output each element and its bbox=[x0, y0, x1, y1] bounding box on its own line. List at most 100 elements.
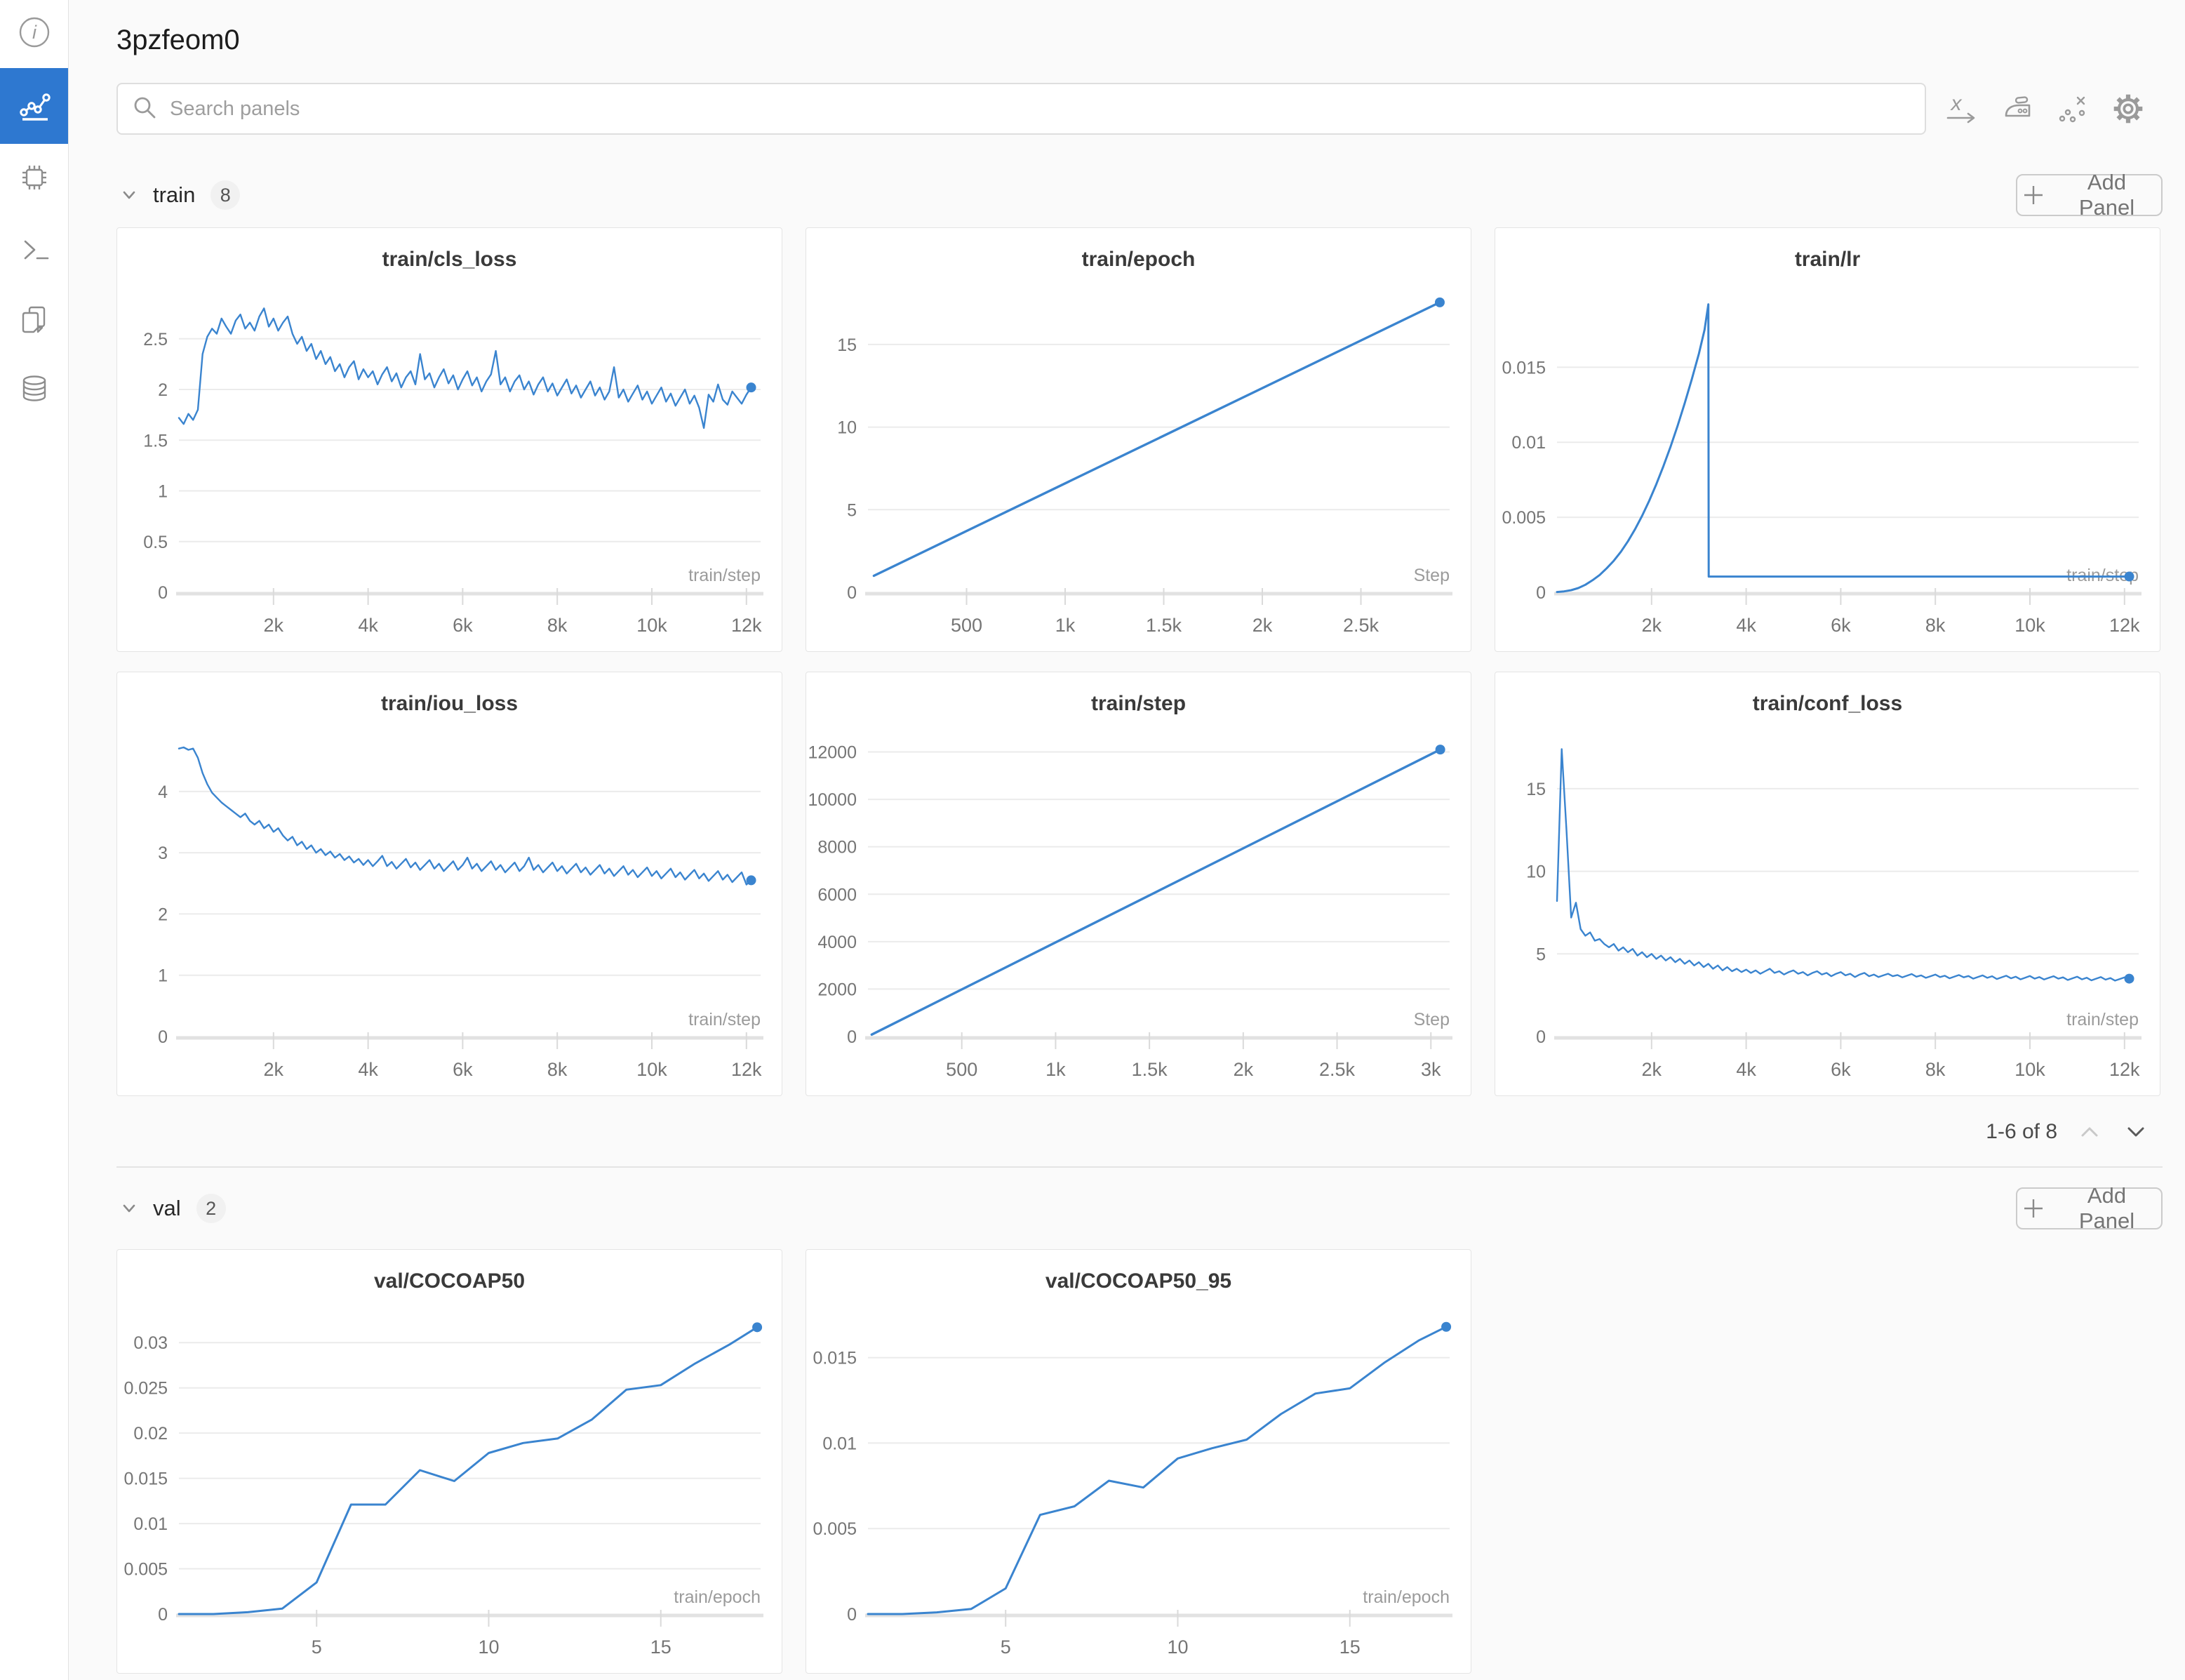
sidebar-item-logs[interactable] bbox=[0, 214, 68, 284]
outliers-icon[interactable] bbox=[2055, 91, 2090, 126]
section-train: train 8 Add Panel train/cls_loss 0 0.5 1 1.5… bbox=[116, 170, 2163, 1149]
svg-text:10k: 10k bbox=[636, 615, 667, 636]
chart-panel-train-conf-loss[interactable]: train/conf_loss 0 5 10 15 2k 4k 6k 8k 10k 12k train… bbox=[1495, 672, 2160, 1096]
chart-panel-val-cocoap50-95[interactable]: val/COCOAP50_95 0 0.005 0.01 0.015 5 10 15 train… bbox=[806, 1249, 1471, 1674]
section-train-label: train bbox=[153, 182, 196, 207]
add-panel-button[interactable]: Add Panel bbox=[2016, 1183, 2163, 1233]
svg-text:Step: Step bbox=[1414, 1010, 1450, 1029]
run-title: 3pzfeom0 bbox=[116, 25, 240, 55]
svg-text:15: 15 bbox=[837, 335, 857, 355]
line-chart: 0 0.5 1 1.5 2 2.5 2k 4k 6k 8k 10k 12k train/step bbox=[143, 307, 763, 636]
svg-text:10: 10 bbox=[478, 1636, 499, 1658]
svg-text:train/step: train/step bbox=[2066, 1010, 2139, 1029]
panel-title: val/COCOAP50 bbox=[373, 1269, 526, 1293]
plus-icon bbox=[2024, 1199, 2043, 1218]
panel-title: train/step bbox=[1090, 692, 1187, 715]
line-chart-icon bbox=[16, 86, 53, 126]
add-panel-button[interactable]: Add Panel bbox=[2016, 170, 2163, 220]
svg-text:1.5k: 1.5k bbox=[1146, 615, 1182, 636]
svg-text:train/epoch: train/epoch bbox=[1363, 1587, 1450, 1607]
svg-text:2k: 2k bbox=[1642, 615, 1662, 636]
pagination-text: 1-6 of 8 bbox=[1986, 1120, 2057, 1143]
add-panel-label: Add Panel bbox=[2078, 1183, 2135, 1233]
svg-text:6k: 6k bbox=[453, 615, 473, 636]
chevron-down-icon[interactable] bbox=[116, 1196, 142, 1221]
files-icon bbox=[18, 301, 51, 338]
terminal-icon bbox=[18, 231, 51, 268]
smoothing-icon[interactable] bbox=[2000, 91, 2035, 126]
line-chart: 0 2000 4000 6000 8000 10000 12000 500 1k 1.5k 2k 2.… bbox=[808, 743, 1452, 1080]
svg-text:0.015: 0.015 bbox=[123, 1469, 168, 1489]
chevron-down-icon[interactable] bbox=[116, 182, 142, 208]
svg-text:0: 0 bbox=[847, 1605, 857, 1625]
sidebar: i bbox=[0, 0, 69, 1680]
svg-text:8000: 8000 bbox=[817, 838, 857, 858]
chart-panel-train-lr[interactable]: train/lr 0 0.005 0.01 0.015 2k 4k 6k 8k 10k 12k tra… bbox=[1495, 227, 2160, 652]
svg-text:4000: 4000 bbox=[817, 933, 857, 952]
sidebar-item-system[interactable] bbox=[0, 144, 68, 214]
svg-text:0.015: 0.015 bbox=[1502, 358, 1546, 378]
svg-text:10000: 10000 bbox=[808, 790, 857, 810]
search-panels-input[interactable] bbox=[168, 96, 1912, 121]
svg-text:2: 2 bbox=[158, 905, 168, 924]
section-val-label: val bbox=[153, 1196, 181, 1220]
section-train-header: train 8 Add Panel bbox=[116, 170, 2163, 220]
svg-text:8k: 8k bbox=[1925, 1059, 1946, 1080]
svg-text:0.02: 0.02 bbox=[133, 1424, 168, 1444]
info-icon: i bbox=[18, 15, 51, 53]
svg-text:3k: 3k bbox=[1421, 1059, 1441, 1080]
chart-panel-train-step[interactable]: train/step 0 2000 4000 6000 8000 10000 12000 500… bbox=[806, 672, 1471, 1096]
panel-title: train/lr bbox=[1794, 248, 1861, 271]
svg-text:0: 0 bbox=[158, 1605, 168, 1625]
svg-text:0.005: 0.005 bbox=[813, 1519, 857, 1539]
svg-text:0.01: 0.01 bbox=[822, 1434, 857, 1453]
svg-text:10k: 10k bbox=[2014, 615, 2045, 636]
x-axis-icon[interactable]: x bbox=[1944, 91, 1979, 126]
svg-text:500: 500 bbox=[946, 1059, 977, 1080]
svg-text:6k: 6k bbox=[453, 1059, 473, 1080]
svg-text:6k: 6k bbox=[1831, 1059, 1851, 1080]
sidebar-item-overview[interactable]: i bbox=[0, 0, 68, 68]
svg-text:15: 15 bbox=[650, 1636, 671, 1658]
svg-text:2k: 2k bbox=[264, 1059, 284, 1080]
line-chart: 0 0.005 0.01 0.015 0.02 0.025 0.03 5 10 15 train/e… bbox=[123, 1322, 763, 1658]
svg-text:train/step: train/step bbox=[688, 1010, 761, 1029]
pagination-up-icon[interactable] bbox=[2076, 1118, 2104, 1146]
svg-text:0.01: 0.01 bbox=[1511, 433, 1546, 453]
svg-text:1k: 1k bbox=[1055, 615, 1076, 636]
svg-text:0.005: 0.005 bbox=[1502, 508, 1546, 528]
svg-text:0: 0 bbox=[847, 583, 857, 603]
svg-text:1.5: 1.5 bbox=[143, 431, 168, 451]
svg-text:5: 5 bbox=[312, 1636, 322, 1658]
svg-text:1k: 1k bbox=[1045, 1059, 1066, 1080]
pagination-down-icon[interactable] bbox=[2122, 1118, 2150, 1146]
train-panels-grid: train/cls_loss 0 0.5 1 1.5 2 2.5 2k 4k 6k 8k 10k 12k… bbox=[116, 227, 2163, 1096]
chart-panel-train-cls-loss[interactable]: train/cls_loss 0 0.5 1 1.5 2 2.5 2k 4k 6k 8k 10k 12k… bbox=[116, 227, 782, 652]
section-val-count-badge: 2 bbox=[196, 1194, 226, 1223]
sidebar-item-files[interactable] bbox=[0, 284, 68, 354]
svg-text:1.5k: 1.5k bbox=[1132, 1059, 1168, 1080]
svg-text:0.025: 0.025 bbox=[123, 1379, 168, 1399]
settings-gear-icon[interactable] bbox=[2111, 91, 2146, 126]
svg-text:12k: 12k bbox=[731, 1059, 762, 1080]
svg-text:2: 2 bbox=[158, 380, 168, 400]
svg-text:0.005: 0.005 bbox=[123, 1560, 168, 1580]
svg-text:0.01: 0.01 bbox=[133, 1514, 168, 1534]
line-chart: 0 1 2 3 4 2k 4k 6k 8k 10k 12k train/step bbox=[158, 746, 763, 1080]
line-chart: 0 0.005 0.01 0.015 5 10 15 train/epoch bbox=[813, 1321, 1452, 1658]
chart-panel-val-cocoap50[interactable]: val/COCOAP50 0 0.005 0.01 0.015 0.02 0.025 0.03… bbox=[116, 1249, 782, 1674]
svg-text:2.5: 2.5 bbox=[143, 330, 168, 349]
svg-text:5: 5 bbox=[847, 500, 857, 520]
svg-text:12k: 12k bbox=[731, 615, 762, 636]
section-train-count-badge: 8 bbox=[211, 180, 241, 210]
chart-panel-train-epoch[interactable]: train/epoch 0 5 10 15 500 1k 1.5k 2k 2.5k Step bbox=[806, 227, 1471, 652]
svg-text:0.015: 0.015 bbox=[813, 1349, 857, 1368]
svg-text:12000: 12000 bbox=[808, 743, 857, 763]
val-panels-grid: val/COCOAP50 0 0.005 0.01 0.015 0.02 0.025 0.03… bbox=[116, 1249, 2163, 1674]
database-icon bbox=[18, 371, 51, 408]
sidebar-item-charts[interactable] bbox=[0, 68, 68, 144]
search-panels-box[interactable] bbox=[116, 83, 1926, 135]
svg-text:4k: 4k bbox=[1736, 1059, 1756, 1080]
chart-panel-train-iou-loss[interactable]: train/iou_loss 0 1 2 3 4 2k 4k 6k 8k 10k 12k train/s… bbox=[116, 672, 782, 1096]
sidebar-item-artifacts[interactable] bbox=[0, 354, 68, 425]
